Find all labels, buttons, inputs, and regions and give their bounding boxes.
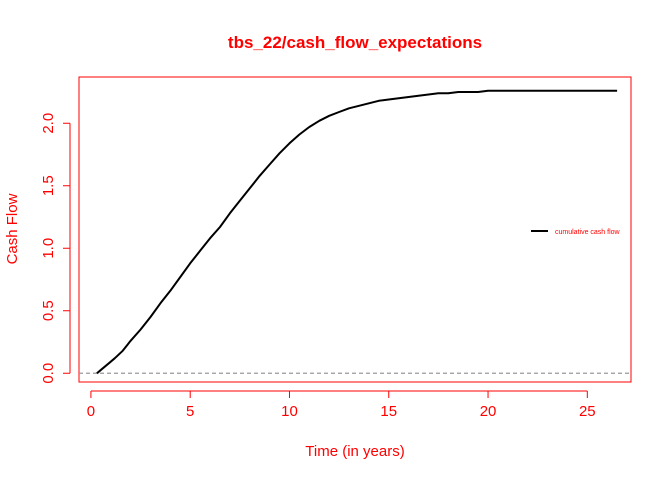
x-tick-label: 20: [480, 403, 497, 420]
legend: cumulative cash flow: [531, 229, 621, 236]
plot-area-border: [78, 76, 632, 383]
legend-label-cumulative-cash-flow: cumulative cash flow: [555, 229, 621, 236]
y-tick-label: 1.5: [40, 175, 57, 196]
y-tick-label: 0.5: [40, 300, 57, 321]
y-tick-label: 1.0: [40, 238, 57, 259]
x-tick-label: 25: [579, 403, 596, 420]
chart-title: tbs_22/cash_flow_expectations: [228, 33, 482, 52]
y-axis: 0.0 0.5 1.0 1.5 2.0: [40, 113, 71, 384]
series-line-cumulative-cash-flow: [96, 89, 618, 375]
y-axis-label: Cash Flow: [4, 193, 21, 264]
x-tick-label: 15: [380, 403, 397, 420]
x-tick-label: 10: [281, 403, 298, 420]
series-layer: [96, 89, 618, 375]
x-axis: 0 5 10 15 20 25: [87, 390, 596, 420]
y-tick-label: 0.0: [40, 363, 57, 384]
x-tick-label: 0: [87, 403, 95, 420]
y-tick-label: 2.0: [40, 113, 57, 134]
x-tick-label: 5: [186, 403, 194, 420]
x-axis-label: Time (in years): [305, 443, 404, 460]
